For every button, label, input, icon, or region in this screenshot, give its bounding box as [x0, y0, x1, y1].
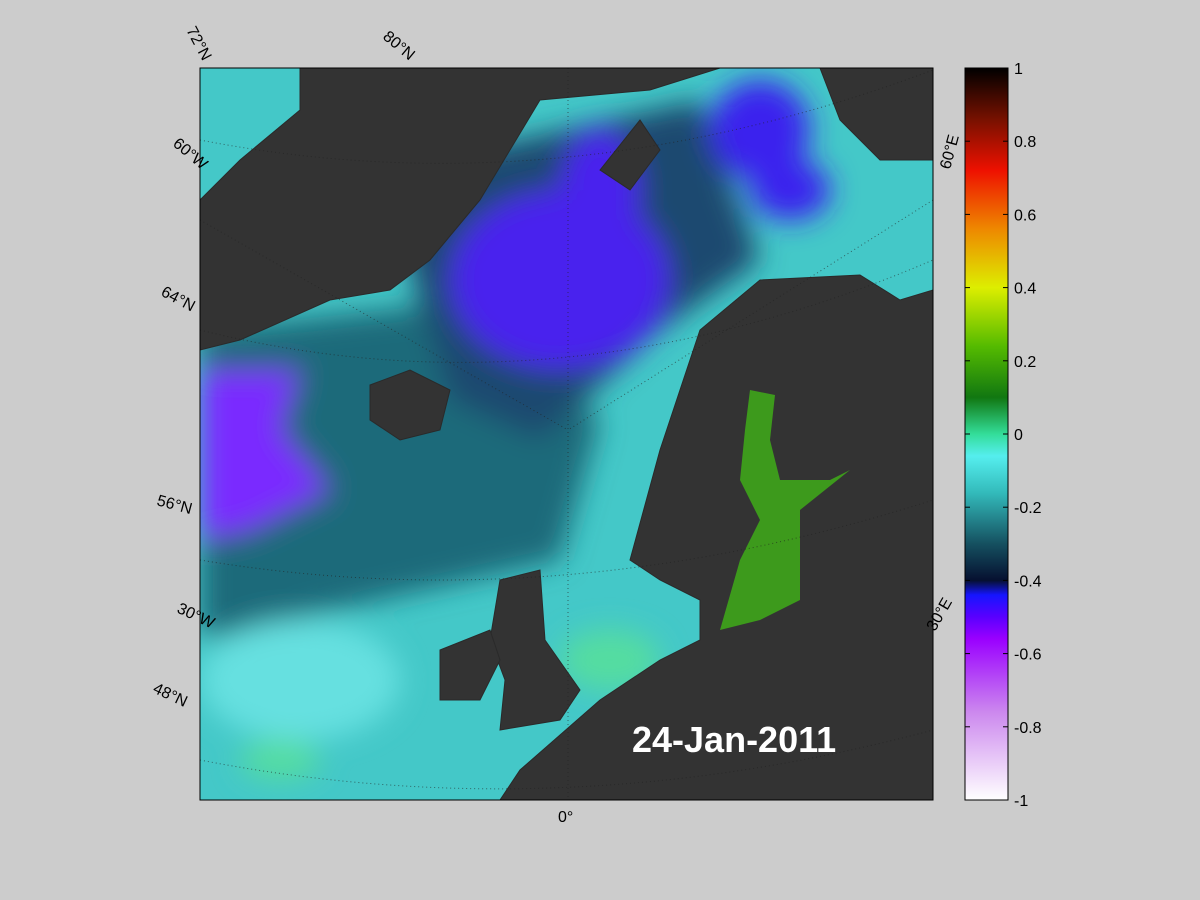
graticule	[200, 68, 933, 800]
colorbar-tick-label: 0.4	[1014, 281, 1036, 298]
map-frame	[199, 67, 934, 801]
grid-label: 48°N	[150, 680, 190, 711]
baltic	[720, 390, 850, 630]
colorbar-tick-label: 1	[1014, 61, 1023, 78]
colorbar-tick-label: 0.6	[1014, 207, 1036, 224]
land	[200, 68, 933, 800]
colorbar-tick-label: -1	[1014, 793, 1028, 810]
grid-label: 60°E	[937, 133, 962, 171]
grid-label: 56°N	[155, 492, 194, 518]
date-label: 24-Jan-2011	[632, 719, 836, 760]
colorbar-tick-label: 0	[1014, 427, 1023, 444]
grid-label: 80°N	[379, 28, 417, 64]
colorbar-tick-label: 0.8	[1014, 134, 1036, 151]
grid-label: 64°N	[158, 284, 198, 316]
colorbar-tick-label: -0.6	[1014, 647, 1042, 664]
colorbar-tick-label: -0.4	[1014, 573, 1042, 590]
grid-label: 72°N	[182, 24, 214, 64]
map-area	[200, 68, 933, 800]
colorbar	[964, 67, 1009, 801]
colorbar-tick-label: -0.8	[1014, 720, 1042, 737]
colorbar-tick-label: 0.2	[1014, 354, 1036, 371]
colorbar-tick-label: -0.2	[1014, 500, 1042, 517]
grid-label: 0°	[558, 809, 573, 826]
